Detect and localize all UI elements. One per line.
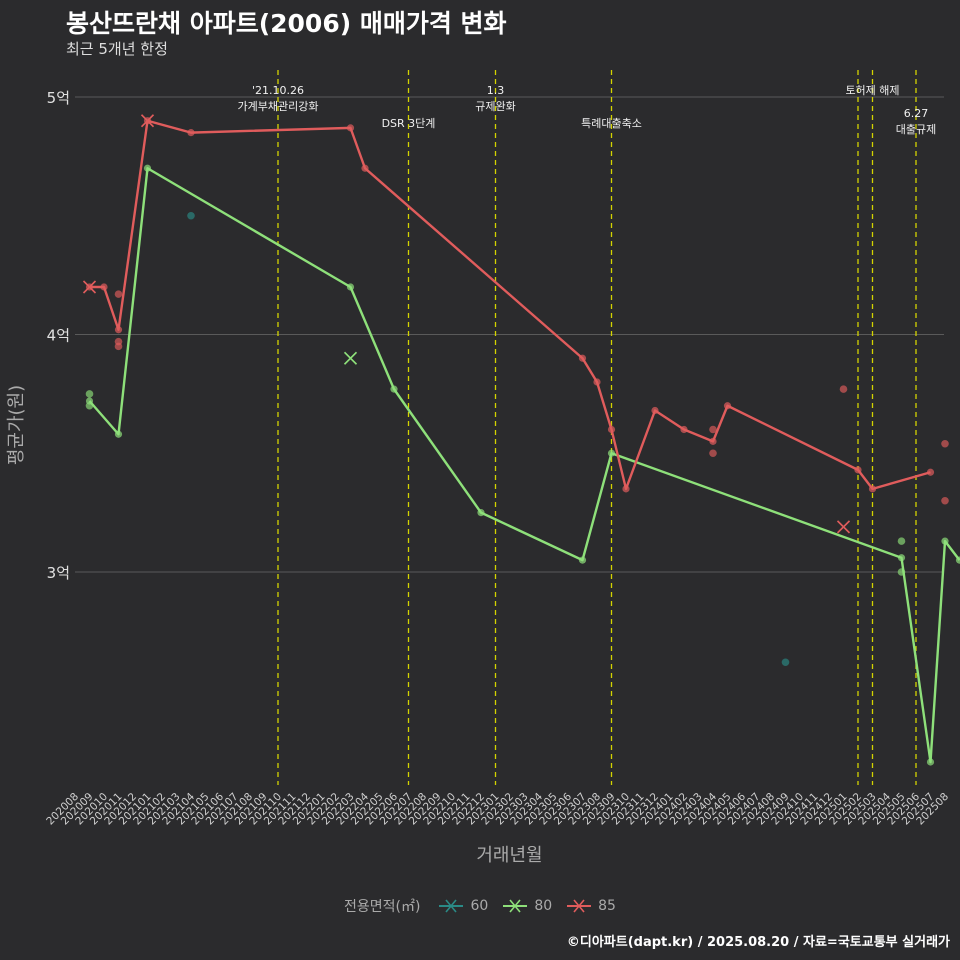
series-line-80 xyxy=(88,167,960,764)
series-80-vertex-6 xyxy=(578,556,587,564)
series-85-vertex-9 xyxy=(607,425,616,434)
series-85-point-5 xyxy=(839,385,848,393)
event-label-1-0: DSR 3단계 xyxy=(382,117,436,130)
event-label-0-0: '21.10.26 xyxy=(252,84,304,97)
event-label-6-0: 6.27 xyxy=(904,107,929,120)
legend-label-60: 60 xyxy=(470,898,489,914)
series-85-vertex-6 xyxy=(361,164,369,172)
series-85-vertex-2 xyxy=(114,326,123,334)
legend-item-85: 85 xyxy=(566,898,616,914)
series-85-point-2 xyxy=(114,342,123,351)
source-caption: ©디아파트(dapt.kr) / 2025.08.20 / 자료=국토교통부 실… xyxy=(566,935,950,950)
series-80-vertex-2 xyxy=(143,164,152,172)
legend-label-80: 80 xyxy=(534,898,553,914)
event-label-6-1: 대출규제 xyxy=(896,123,936,136)
page-title: 봉산뜨란채 아파트(2006) 매매가격 변화 xyxy=(66,9,507,38)
series-80-vertex-1 xyxy=(114,430,123,438)
series-60-point-0 xyxy=(187,211,195,220)
series-85-point-4 xyxy=(709,449,717,458)
legend-item-80: 80 xyxy=(502,898,552,914)
y-axis-title: 평균가(원) xyxy=(6,385,27,465)
x-axis-title: 거래년월 xyxy=(476,845,542,866)
series-80-vertex-11 xyxy=(955,556,960,564)
y-tick-label-1: 4억 xyxy=(47,327,70,345)
series-85-vertex-1 xyxy=(100,283,108,291)
event-label-3-0: 특례대출축소 xyxy=(581,117,642,130)
series-85-cross-0 xyxy=(82,280,97,294)
series-85-vertex-17 xyxy=(926,468,935,476)
legend-title: 전용면적(㎡) xyxy=(344,899,421,915)
series-85-vertex-13 xyxy=(709,437,717,445)
page-subtitle: 최근 5개년 한정 xyxy=(66,40,168,58)
series-80-point-3 xyxy=(897,568,906,576)
series-85-vertex-7 xyxy=(578,354,587,362)
series-85-vertex-4 xyxy=(187,129,195,137)
series-85-cross-2 xyxy=(836,520,851,534)
series-85-vertex-14 xyxy=(723,402,732,410)
series-80-point-2 xyxy=(897,537,906,545)
series-80-vertex-3 xyxy=(346,283,355,291)
legend-key-85-icon xyxy=(567,899,592,913)
series-80-vertex-8 xyxy=(897,554,906,562)
series-85-vertex-12 xyxy=(680,425,688,434)
series-80-vertex-10 xyxy=(941,537,949,545)
legend-key-80-icon xyxy=(503,899,528,913)
series-85-point-7 xyxy=(941,496,949,505)
series-85-vertex-16 xyxy=(868,485,877,493)
series-85-point-6 xyxy=(941,439,949,448)
series-85-vertex-10 xyxy=(622,485,630,493)
series-85-vertex-11 xyxy=(651,406,659,415)
series-80-cross-0 xyxy=(343,351,358,365)
series-80-vertex-9 xyxy=(926,758,935,766)
legend: 전용면적(㎡) 60 80 85 xyxy=(0,896,960,916)
series-80-point-0 xyxy=(85,390,94,398)
event-label-2-1: 규제완화 xyxy=(475,100,515,113)
y-tick-label-2: 5억 xyxy=(47,89,70,107)
series-85-vertex-15 xyxy=(854,466,862,474)
event-label-0-1: 가계부채관리강화 xyxy=(238,100,319,113)
series-85-point-3 xyxy=(709,425,717,434)
y-tick-label-0: 3억 xyxy=(47,564,70,582)
legend-key-60-icon xyxy=(439,899,464,913)
series-80-vertex-4 xyxy=(390,385,398,393)
series-60-point-1 xyxy=(781,658,790,667)
series-85-vertex-8 xyxy=(593,378,601,386)
legend-item-60: 60 xyxy=(438,898,488,914)
event-label-5-0: 토허제 해제 xyxy=(845,83,899,97)
series-80-vertex-7 xyxy=(607,449,616,457)
series-80-point-1 xyxy=(85,401,94,410)
series-80-vertex-5 xyxy=(477,509,485,517)
event-label-2-0: 1.3 xyxy=(487,84,505,97)
legend-label-85: 85 xyxy=(598,898,616,914)
series-85-point-0 xyxy=(114,290,123,298)
series-85-vertex-5 xyxy=(346,124,355,132)
series-line-85 xyxy=(89,119,931,491)
series-85-cross-1 xyxy=(140,114,155,128)
